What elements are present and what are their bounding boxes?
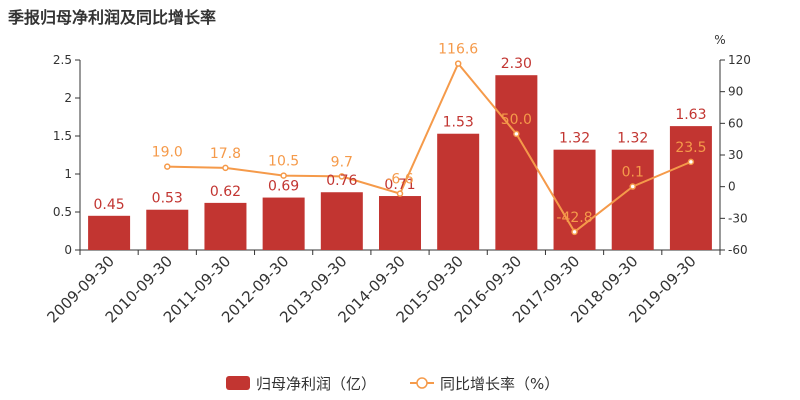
right-tick-label: -30 [728,211,748,225]
line-point [396,190,404,197]
line-value-label: -42.8 [556,210,592,226]
labels-layer: 0.45 0.53 0.62 0.69 0.76 0.71 1.53 2.30 1.32 1.32… [94,42,707,226]
left-tick-label: 2 [64,91,72,105]
bar-value-label: 1.53 [443,115,474,131]
line-value-label: 9.7 [331,154,353,170]
legend-line-label: 同比增长率（%） [440,375,559,393]
bar [146,209,189,250]
line-point [454,60,462,67]
bar-value-label: 0.53 [152,191,183,207]
bar-value-label: 0.69 [268,179,299,195]
bar-value-label: 0.71 [384,177,415,193]
bar [88,215,131,250]
right-tick-label: 30 [728,148,743,162]
line-point [222,164,229,172]
chart-title: 季报归母净利润及同比增长率 [8,8,217,27]
right-tick-label: 0 [728,180,736,194]
line-value-label: 19.0 [152,145,183,161]
left-tick-label: 0 [64,243,72,257]
bar-value-label: 1.32 [559,131,590,147]
right-tick-label: 60 [728,116,743,130]
right-tick-label: 90 [728,85,743,99]
bar [379,196,421,250]
line-value-label: 10.5 [268,154,299,170]
bar [320,192,363,250]
line-point [571,228,578,236]
legend: 归母净利润（亿） 同比增长率（%） [226,375,559,393]
left-tick-label: 1 [64,167,72,181]
line-layer [164,60,695,236]
line-value-label: 116.6 [438,42,478,58]
right-tick-label: 120 [728,53,751,67]
bar [437,133,480,250]
line-value-label: 23.5 [675,140,706,156]
line-value-label: 50.0 [501,112,532,128]
line-value-label: 17.8 [210,146,241,162]
growth-rate-line [167,61,692,234]
line-point [280,172,287,179]
legend-line-marker [416,377,428,389]
line-point [513,130,520,138]
legend-bar-label: 归母净利润（亿） [256,375,376,393]
bar [204,202,247,250]
left-tick-label: 2.5 [53,53,72,67]
bar-value-label: 0.76 [326,173,357,189]
right-tick-label: -60 [728,243,748,257]
bar-value-label: 1.32 [617,131,648,147]
bar-value-label: 2.30 [501,56,532,72]
left-tick-label: 0.5 [53,205,72,219]
left-tick-label: 1.5 [53,129,72,143]
line-point [338,173,346,180]
bar-value-label: 1.63 [675,107,706,123]
bar [262,197,305,250]
line-point [164,163,171,170]
line-value-label: -6.6 [386,172,413,188]
right-axis-unit-label: % [714,33,725,47]
bars-layer [88,75,712,250]
bar [495,75,538,250]
legend-bar-swatch [226,376,250,390]
line-point [687,158,695,166]
bar [669,126,712,250]
bar-value-label: 0.45 [94,197,125,213]
line-value-label: 0.1 [622,165,644,181]
bar [611,149,654,250]
line-point [629,183,636,190]
bar-value-label: 0.62 [210,184,241,200]
